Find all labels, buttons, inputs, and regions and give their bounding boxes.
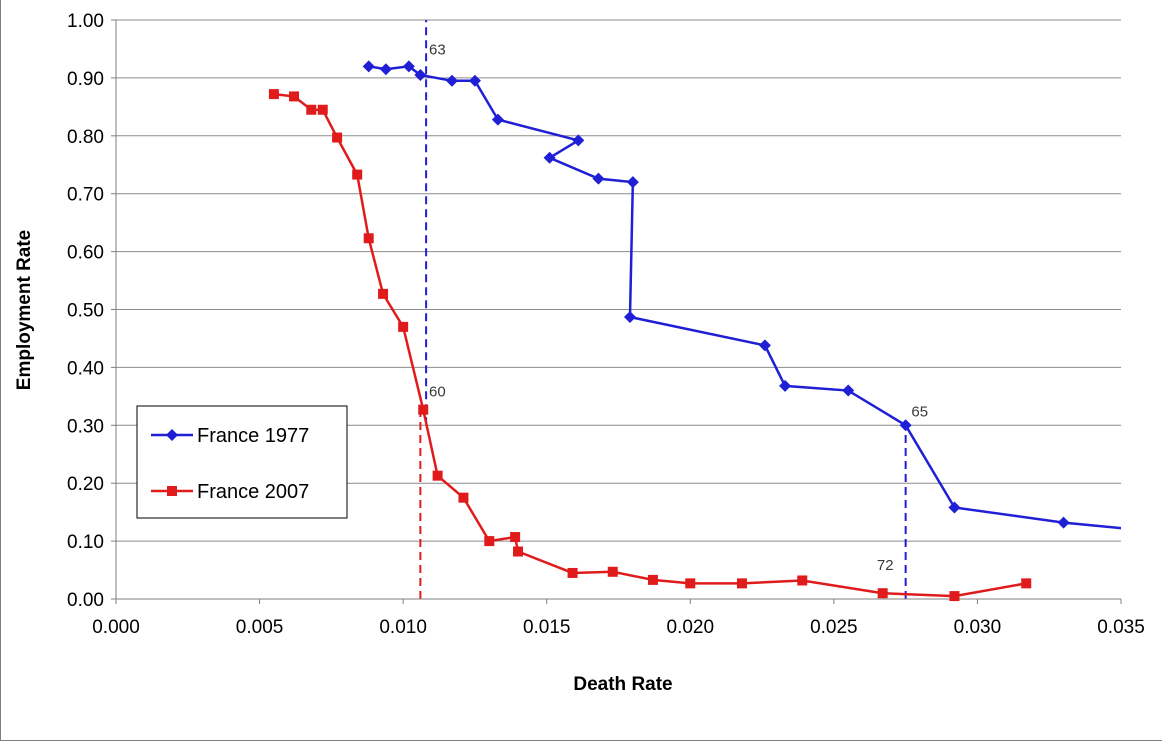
data-point [362, 60, 375, 73]
y-tick-label: 0.90 [67, 69, 104, 90]
data-point [948, 501, 961, 514]
data-point [736, 578, 747, 589]
legend: France 1977 France 2007 [136, 405, 348, 519]
data-point [268, 89, 279, 100]
annotation-label: 65 [911, 404, 928, 421]
x-axis-title: Death Rate [573, 674, 672, 695]
series-0 [362, 60, 1141, 536]
annotation-label: 63 [429, 42, 446, 59]
data-point [484, 536, 495, 547]
y-tick-label: 0.60 [67, 243, 104, 264]
x-tick-label: 0.010 [379, 617, 427, 638]
y-tick-label: 0.50 [67, 301, 104, 322]
y-axis-title: Employment Rate [14, 230, 35, 390]
series-1 [268, 89, 1032, 602]
legend-label: France 1977 [197, 425, 309, 447]
annotation-label: 60 [429, 383, 446, 400]
data-point [877, 588, 888, 599]
data-point [1057, 516, 1070, 529]
y-tick-label: 0.40 [67, 358, 104, 379]
data-point [317, 104, 328, 115]
data-point [352, 169, 363, 180]
data-point [289, 91, 300, 102]
data-point [592, 172, 605, 185]
data-point [458, 492, 469, 503]
data-point [567, 567, 578, 578]
data-point [626, 176, 639, 189]
y-tick-label: 0.80 [67, 127, 104, 148]
data-point [445, 74, 458, 87]
x-tick-label: 0.000 [92, 617, 140, 638]
legend-swatch-marker [167, 486, 177, 496]
legend-label: France 2007 [197, 481, 309, 503]
gridlines [116, 19, 1121, 542]
y-tick-label: 1.00 [67, 11, 104, 32]
data-point [623, 311, 636, 324]
data-point [510, 532, 521, 543]
data-point [414, 69, 427, 82]
annotations: 63 60 65 72 [429, 42, 928, 574]
legend-swatch-marker [166, 429, 178, 441]
data-point [607, 566, 618, 577]
x-tick-label: 0.035 [1097, 617, 1145, 638]
data-point [572, 134, 585, 147]
data-point [1129, 524, 1141, 536]
data-point [949, 591, 960, 602]
data-point [306, 104, 317, 115]
y-tick-label: 0.10 [67, 532, 104, 553]
data-point [332, 132, 343, 143]
y-tick-label: 0.70 [67, 185, 104, 206]
data-point [779, 379, 792, 392]
y-tick-label: 0.30 [67, 416, 104, 437]
data-point [842, 384, 855, 397]
data-point [758, 339, 771, 352]
data-point [513, 546, 523, 557]
axes: 0.00 0.10 0.20 0.30 0.40 0.50 0.60 0.70 0.80 0.90… [67, 11, 1145, 638]
y-tick-label: 0.00 [67, 590, 104, 611]
x-tick-label: 0.015 [523, 617, 571, 638]
data-point [491, 113, 504, 126]
data-point [398, 321, 409, 332]
data-point [402, 60, 415, 73]
data-point [899, 419, 912, 432]
series-line [273, 92, 1027, 598]
annotation-label: 72 [877, 557, 894, 574]
data-point [363, 233, 374, 244]
reference-lines [419, 20, 907, 599]
data-point [378, 288, 389, 299]
data-point [418, 404, 429, 415]
series-group [268, 60, 1141, 602]
y-tick-label: 0.20 [67, 474, 104, 495]
data-point [647, 574, 658, 585]
x-tick-label: 0.025 [810, 617, 858, 638]
data-point [543, 151, 556, 164]
x-tick-label: 0.030 [954, 617, 1002, 638]
data-point [379, 63, 392, 76]
data-point [432, 470, 443, 481]
x-tick-label: 0.020 [667, 617, 715, 638]
data-point [1021, 578, 1032, 589]
data-point [468, 74, 481, 87]
legend-box [136, 405, 348, 519]
data-point [797, 575, 808, 586]
x-tick-label: 0.005 [236, 617, 284, 638]
data-point [685, 578, 696, 589]
